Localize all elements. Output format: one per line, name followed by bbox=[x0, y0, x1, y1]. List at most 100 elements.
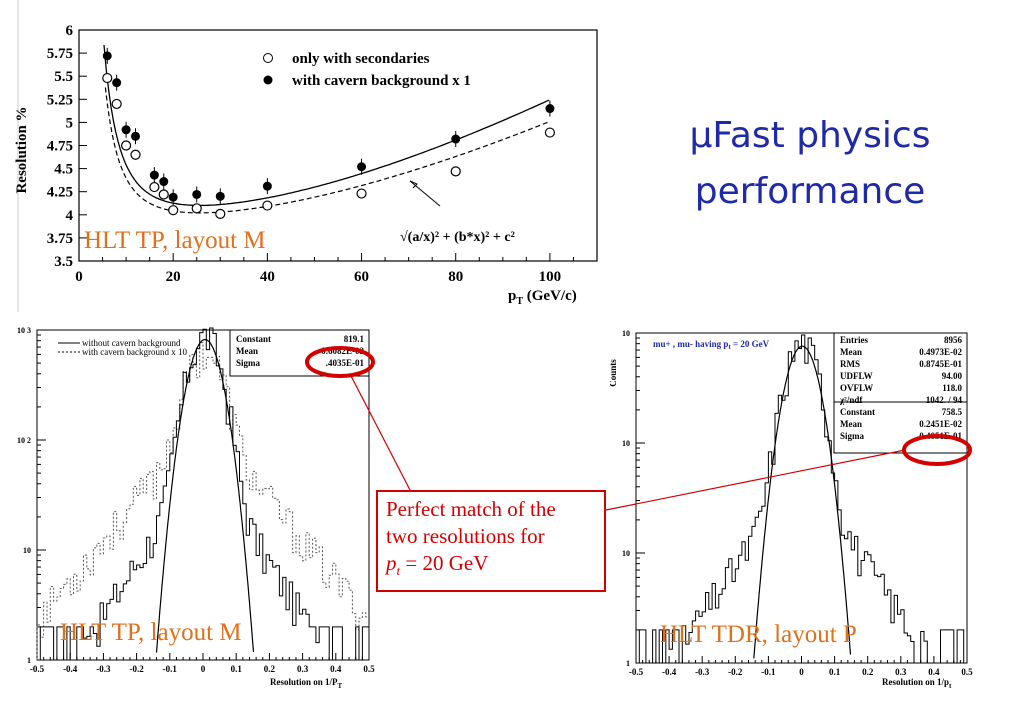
bl-legend-label-0: without cavern background bbox=[82, 338, 181, 348]
slide-title: μFast physics performance bbox=[640, 108, 980, 220]
stats-value: 0.6082E-02 bbox=[321, 346, 364, 356]
br-stats-entries: Entries 8956 Mean 0.4973E-02 RMS 0.8745E-01 UD… bbox=[839, 335, 963, 441]
formula-arrow bbox=[409, 180, 441, 207]
top-y-tick-label: 5.5 bbox=[54, 69, 73, 85]
bl-y-tick-label: 1 bbox=[27, 656, 31, 665]
top-x-axis-label: pT (GeV/c) bbox=[508, 288, 577, 307]
br-y-tick-label: 10 bbox=[622, 549, 630, 558]
point-secondaries bbox=[120, 140, 132, 151]
stats-label: Sigma bbox=[236, 358, 261, 368]
top-y-tick-label: 5 bbox=[66, 115, 74, 131]
br-x-axis: -0.5 -0.4 -0.3 -0.2 -0.1 0 0.1 0.2 0.3 0.4 0.5 bbox=[629, 656, 973, 677]
bl-y-tick-label: 10 bbox=[23, 546, 31, 555]
bl-x-tick-label: -0.3 bbox=[96, 664, 111, 674]
bl-x-tick-label: -0.4 bbox=[63, 664, 78, 674]
point-secondaries bbox=[149, 181, 160, 193]
point-secondaries bbox=[544, 127, 556, 138]
point-secondaries bbox=[450, 166, 461, 177]
point-secondaries bbox=[262, 200, 273, 211]
bl-x-tick-label: -0.1 bbox=[163, 664, 178, 674]
point-cavern bbox=[192, 189, 202, 199]
legend-marker-filled bbox=[263, 75, 273, 85]
stats-value: 758.5 bbox=[942, 407, 963, 417]
formula-label: √(a/x)² + (b*x)² + c² bbox=[400, 230, 515, 245]
br-x-tick-label: 0.2 bbox=[862, 667, 874, 677]
stats-label: Mean bbox=[840, 419, 862, 429]
point-cavern bbox=[159, 177, 169, 187]
point-cavern bbox=[149, 170, 159, 180]
br-y-axis-label: Counts bbox=[610, 359, 618, 387]
formula-arrow-head bbox=[409, 180, 418, 189]
stats-label: Entries bbox=[840, 335, 868, 345]
stats-label: UDFLW bbox=[840, 371, 873, 381]
top-x-tick-label: 80 bbox=[448, 269, 463, 285]
callout-box: Perfect match of the two resolutions for… bbox=[376, 490, 606, 592]
br-x-tick-label: -0.3 bbox=[695, 667, 710, 677]
legend-label-secondaries: only with secondaries bbox=[292, 51, 430, 67]
point-secondaries bbox=[168, 205, 179, 216]
point-cavern bbox=[545, 104, 555, 114]
hist-without-cavern bbox=[37, 327, 369, 661]
bl-sigma-highlight bbox=[305, 346, 375, 378]
stats-value: 0.4973E-02 bbox=[919, 347, 962, 357]
hist-with-cavern bbox=[36, 342, 369, 660]
top-x-tick-label: 40 bbox=[260, 269, 275, 285]
top-chart: 3.5 3.75 4 4.25 4.5 4.75 5 5.25 5.5 5.75 6 0 20 40 60… bbox=[14, 0, 598, 312]
bl-plot-frame bbox=[36, 329, 370, 661]
legend-marker-open bbox=[263, 53, 273, 63]
br-x-tick-label: -0.4 bbox=[662, 667, 677, 677]
fit-curve-cavern bbox=[103, 44, 550, 207]
br-stats-box bbox=[833, 332, 968, 454]
br-y-tick-label: 1 bbox=[626, 659, 630, 668]
br-x-tick-label: 0.1 bbox=[829, 667, 841, 677]
br-x-tick-label: 0.5 bbox=[961, 667, 973, 677]
point-secondaries bbox=[191, 203, 202, 214]
slide-title-line1: μFast physics bbox=[689, 115, 931, 156]
stats-value: 8956 bbox=[944, 335, 963, 345]
stats-label: OVFLW bbox=[840, 383, 873, 393]
point-cavern bbox=[262, 181, 272, 191]
top-y-tick-label: 5.75 bbox=[47, 46, 73, 62]
bl-y-tick-label: 10 2 bbox=[17, 436, 31, 445]
bottom-left-chart: -0.5 -0.4 -0.3 -0.2 -0.1 0 0.1 0.2 0.3 0.4 0.5 1 10… bbox=[17, 326, 375, 690]
callout-line1: Perfect match of the bbox=[386, 497, 556, 521]
point-secondaries bbox=[215, 208, 226, 219]
bl-legend-label-1: with cavern background x 10 bbox=[82, 347, 187, 357]
point-cavern bbox=[112, 78, 122, 88]
point-secondaries bbox=[130, 149, 141, 160]
callout-line2: two resolutions for bbox=[386, 524, 545, 548]
bl-x-tick-label: 0.1 bbox=[231, 664, 243, 674]
top-y-axis-label: Resolution % bbox=[14, 106, 30, 193]
br-histogram bbox=[636, 334, 967, 664]
point-cavern bbox=[215, 191, 225, 201]
top-y-tick-label: 5.25 bbox=[47, 92, 73, 108]
br-x-tick-label: 0.4 bbox=[928, 667, 940, 677]
top-y-tick-label: 4.75 bbox=[47, 139, 73, 155]
br-x-tick-label: 0 bbox=[799, 667, 804, 677]
stats-value: 0.2451E-02 bbox=[919, 419, 962, 429]
bl-stats-entries: Constant 819.1 Mean 0.6082E-02 Sigma .4035E-0… bbox=[236, 334, 365, 368]
stats-label: Constant bbox=[840, 407, 875, 417]
stats-label: χ²/ndf bbox=[839, 395, 863, 405]
bl-x-tick-label: 0.4 bbox=[330, 664, 342, 674]
point-secondaries bbox=[158, 189, 169, 200]
bl-x-axis: -0.5 -0.4 -0.3 -0.2 -0.1 0 0.1 0.2 0.3 0.4 0.5 bbox=[30, 653, 375, 674]
bl-y-axis: 1 10 10 2 10 3 bbox=[17, 326, 46, 665]
fit-curve-secondaries bbox=[104, 87, 549, 214]
stats-value: 1042. / 94 bbox=[926, 395, 963, 405]
series-cavern-background bbox=[102, 47, 555, 206]
bottom-right-chart: -0.5 -0.4 -0.3 -0.2 -0.1 0 0.1 0.2 0.3 0.4 0.5 1 10… bbox=[610, 329, 973, 690]
point-cavern bbox=[451, 134, 461, 144]
bl-x-tick-label: 0.2 bbox=[264, 664, 276, 674]
br-y-tick-label: 10 bbox=[622, 439, 630, 448]
point-cavern bbox=[121, 125, 131, 135]
stats-label: Mean bbox=[840, 347, 862, 357]
point-secondaries bbox=[102, 72, 113, 84]
br-plot-title: mu+ , mu- having pt = 20 GeV bbox=[653, 339, 770, 351]
bl-layout-label: HLT TP, layout M bbox=[60, 619, 242, 646]
bl-x-tick-label: -0.5 bbox=[30, 664, 45, 674]
point-cavern bbox=[131, 131, 141, 141]
stats-value: 118.0 bbox=[942, 383, 962, 393]
bl-stats-box bbox=[229, 329, 370, 377]
bl-x-tick-label: -0.2 bbox=[129, 664, 144, 674]
